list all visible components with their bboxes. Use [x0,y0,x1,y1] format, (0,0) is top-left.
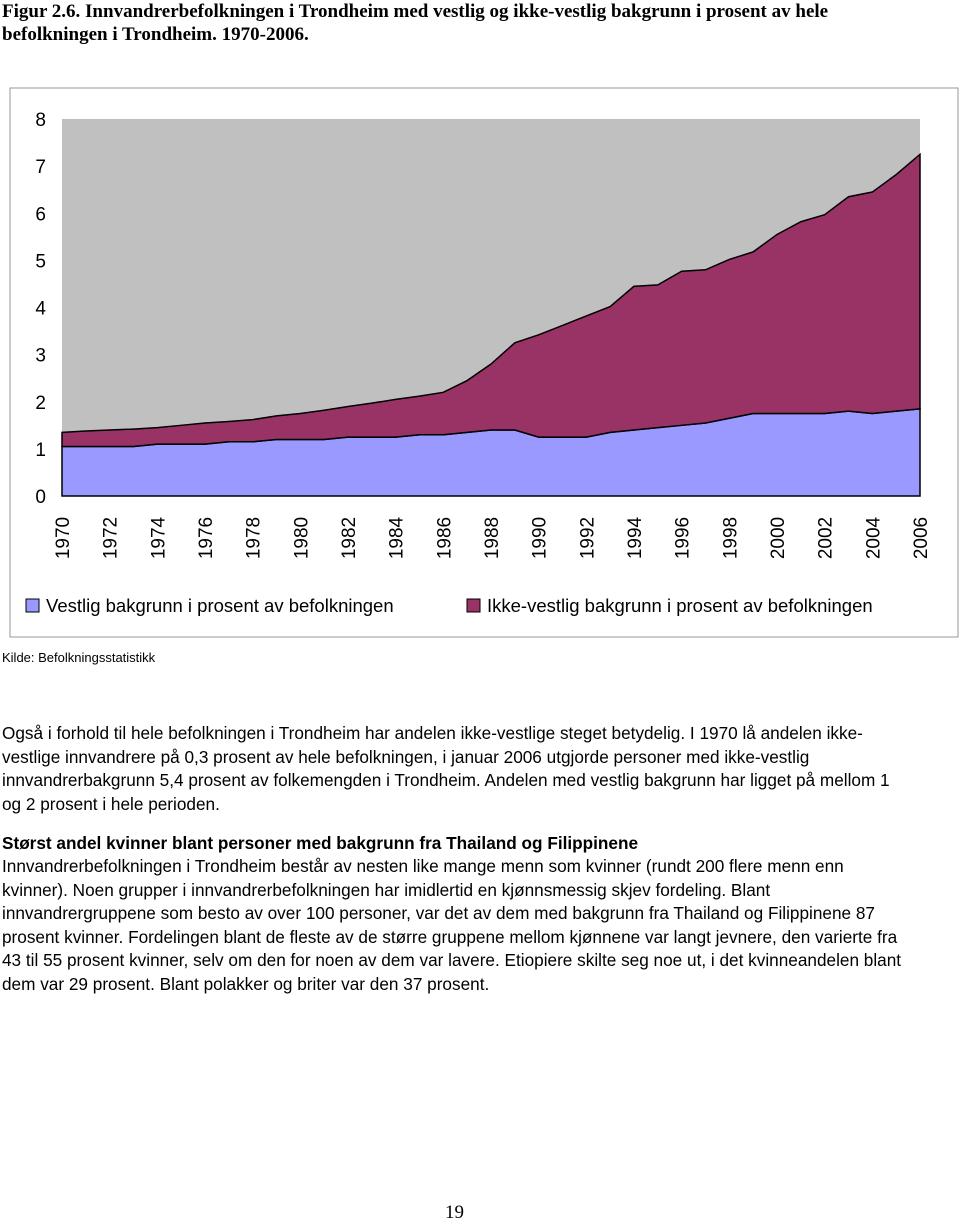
legend-swatch [466,598,481,613]
chart: 0 1 2 3 4 5 6 7 8 1970 1972 1974 1976 1978 1980 1982 198… [9,87,959,638]
area [61,152,921,448]
x-tick-label: 1980 [291,517,312,559]
x-tick-label: 1994 [625,516,646,559]
y-tick-label: 5 [35,251,46,272]
source: Kilde: Befolkningsstatistikk [2,650,156,665]
x-tick-label: 1972 [101,517,122,559]
x-tick-label: 1992 [577,517,598,559]
x-tick-label: 1990 [530,517,551,559]
x-tick-label: 1976 [196,517,217,559]
page-number: 19 [445,1202,464,1223]
x-tick-label: 1998 [720,517,741,559]
paragraph: Innvandrerbefolkningen i Trondheim bestå… [2,856,902,994]
legend-label: Ikke-vestlig bakgrunn i prosent av befol… [487,595,873,616]
x-tick-label: 1984 [387,516,408,559]
paragraph: Også i forhold til hele befolkningen i T… [2,723,890,814]
legend-label: Vestlig bakgrunn i prosent av befolkning… [46,595,394,616]
x-tick-label: 2006 [911,517,932,559]
y-tick-label: 2 [35,393,46,414]
chart-frame [9,87,959,638]
y-tick-label: 3 [35,346,46,367]
y-tick-label: 1 [35,440,46,461]
y-tick-label: 8 [35,110,46,131]
x-tick-label: 2000 [768,517,789,559]
x-tick-label: 1974 [148,516,169,559]
x-tick-label: 1982 [339,517,360,559]
x-tick-label: 1970 [53,517,74,559]
figure-caption: Figur 2.6. Innvandrerbefolkningen i Tron… [2,1,829,45]
y-tick-label: 7 [35,157,46,178]
x-tick-label: 1986 [434,517,455,559]
y-tick-label: 0 [35,487,46,508]
y-tick-label: 4 [35,299,46,320]
x-tick-label: 1988 [482,517,503,559]
x-tick-label: 2002 [816,517,837,559]
x-tick-label: 1978 [244,517,265,559]
y-tick-label: 6 [35,204,46,225]
legend-swatch [25,598,40,613]
x-tick-label: 2004 [863,516,884,559]
x-tick-label: 1996 [673,517,694,559]
section-heading: Størst andel kvinner blant personer med … [2,833,639,853]
